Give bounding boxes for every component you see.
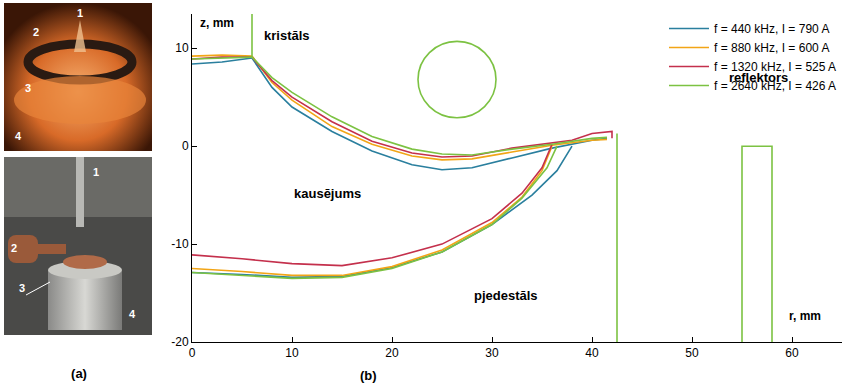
svg-text:reflektors: reflektors — [729, 70, 788, 85]
svg-text:f = 440 kHz, I = 790 A: f = 440 kHz, I = 790 A — [714, 22, 829, 36]
svg-text:10: 10 — [175, 41, 189, 55]
svg-text:-20: -20 — [171, 335, 189, 349]
svg-text:50: 50 — [685, 346, 699, 360]
svg-text:0: 0 — [189, 346, 196, 360]
svg-text:pjedestāls: pjedestāls — [474, 288, 538, 303]
svg-text:f = 2640 kHz, I = 426 A: f = 2640 kHz, I = 426 A — [714, 79, 836, 93]
svg-text:r, mm: r, mm — [789, 309, 821, 323]
svg-text:30: 30 — [485, 346, 499, 360]
svg-text:-10: -10 — [171, 237, 189, 251]
html-text:(a): (a) — [71, 366, 87, 381]
svg-text:10: 10 — [285, 346, 299, 360]
svg-text:1: 1 — [93, 166, 99, 178]
svg-text:3: 3 — [25, 82, 31, 94]
svg-text:z, mm: z, mm — [200, 16, 234, 30]
svg-text:4: 4 — [15, 130, 22, 142]
svg-text:f = 880 kHz, I = 600 A: f = 880 kHz, I = 600 A — [714, 41, 829, 55]
svg-text:4: 4 — [129, 308, 136, 320]
html-text:(b): (b) — [360, 368, 377, 383]
svg-text:kausējums: kausējums — [294, 186, 361, 201]
svg-text:2: 2 — [33, 26, 39, 38]
svg-text:0: 0 — [182, 139, 189, 153]
svg-text:40: 40 — [585, 346, 599, 360]
svg-text:60: 60 — [785, 346, 799, 360]
svg-text:f = 1320 kHz, I = 525 A: f = 1320 kHz, I = 525 A — [714, 60, 836, 74]
svg-text:2: 2 — [11, 242, 17, 254]
svg-text:1: 1 — [77, 7, 83, 19]
svg-text:20: 20 — [385, 346, 399, 360]
svg-text:kristāls: kristāls — [264, 28, 310, 43]
svg-text:3: 3 — [19, 282, 25, 294]
